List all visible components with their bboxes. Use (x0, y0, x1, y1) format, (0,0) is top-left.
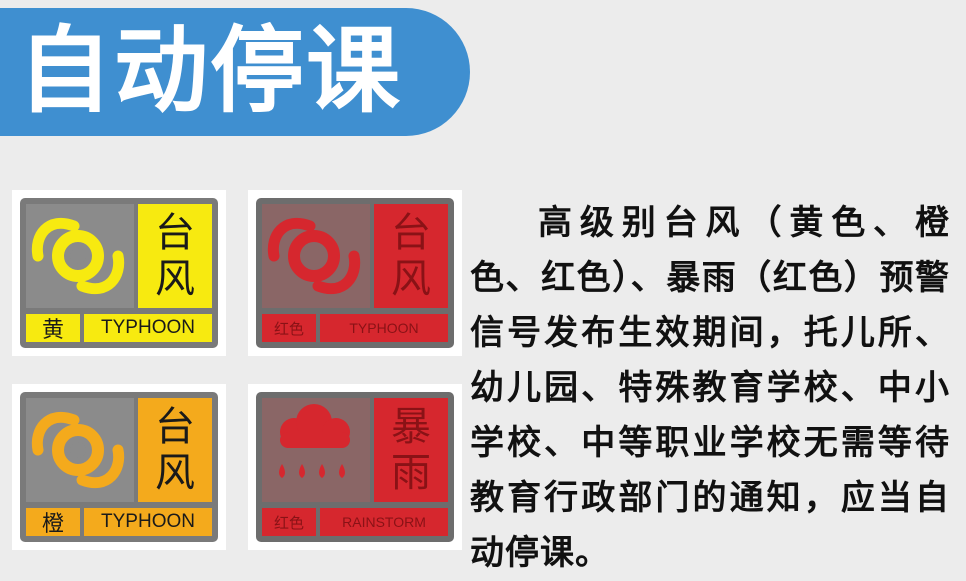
sign-label-char: 台 (391, 210, 431, 256)
title-banner: 自动停课 (0, 8, 470, 136)
typhoon-icon (267, 217, 361, 295)
typhoon-red-sign: 台 风 红色 TYPHOON (256, 198, 454, 348)
sign-label-char: 雨 (391, 450, 431, 496)
sign-level: 红色 (262, 508, 316, 536)
sign-label-panel: 暴 雨 (374, 398, 448, 502)
sign-label-char: 风 (391, 256, 431, 302)
typhoon-orange-sign: 台 风 橙 TYPHOON (20, 392, 218, 542)
sign-label-char: 台 (155, 404, 195, 450)
page-title: 自动停课 (18, 17, 403, 126)
sign-label-char: 暴 (391, 404, 431, 450)
sign-card-typhoon-yellow: 台 风 黄 TYPHOON (12, 190, 226, 356)
sign-card-typhoon-red: 台 风 红色 TYPHOON (248, 190, 462, 356)
sign-label-char: 台 (155, 210, 195, 256)
sign-type: RAINSTORM (320, 508, 448, 536)
sign-label-panel: 台 风 (138, 204, 212, 308)
sign-type: TYPHOON (84, 314, 212, 342)
sign-type: TYPHOON (84, 508, 212, 536)
rain-cloud-icon (279, 404, 350, 478)
sign-level: 红色 (262, 314, 316, 342)
sign-type: TYPHOON (320, 314, 448, 342)
notice-text: 高级别台风（黄色、橙色、红色）、暴雨（红色）预警信号发布生效期间，托儿所、幼儿园… (470, 203, 950, 573)
sign-level: 橙 (26, 508, 80, 537)
typhoon-icon (31, 411, 125, 489)
rainstorm-red-sign: 暴 雨 红色 RAINSTORM (256, 392, 454, 542)
sign-card-typhoon-orange: 台 风 橙 TYPHOON (12, 384, 226, 550)
typhoon-icon (31, 217, 125, 295)
sign-label-char: 风 (155, 256, 195, 302)
sign-card-rainstorm-red: 暴 雨 红色 RAINSTORM (248, 384, 462, 550)
sign-label-panel: 台 风 (138, 398, 212, 502)
sign-label-char: 风 (155, 450, 195, 496)
sign-level: 黄 (26, 314, 80, 343)
typhoon-yellow-sign: 台 风 黄 TYPHOON (20, 198, 218, 348)
sign-label-panel: 台 风 (374, 204, 448, 308)
